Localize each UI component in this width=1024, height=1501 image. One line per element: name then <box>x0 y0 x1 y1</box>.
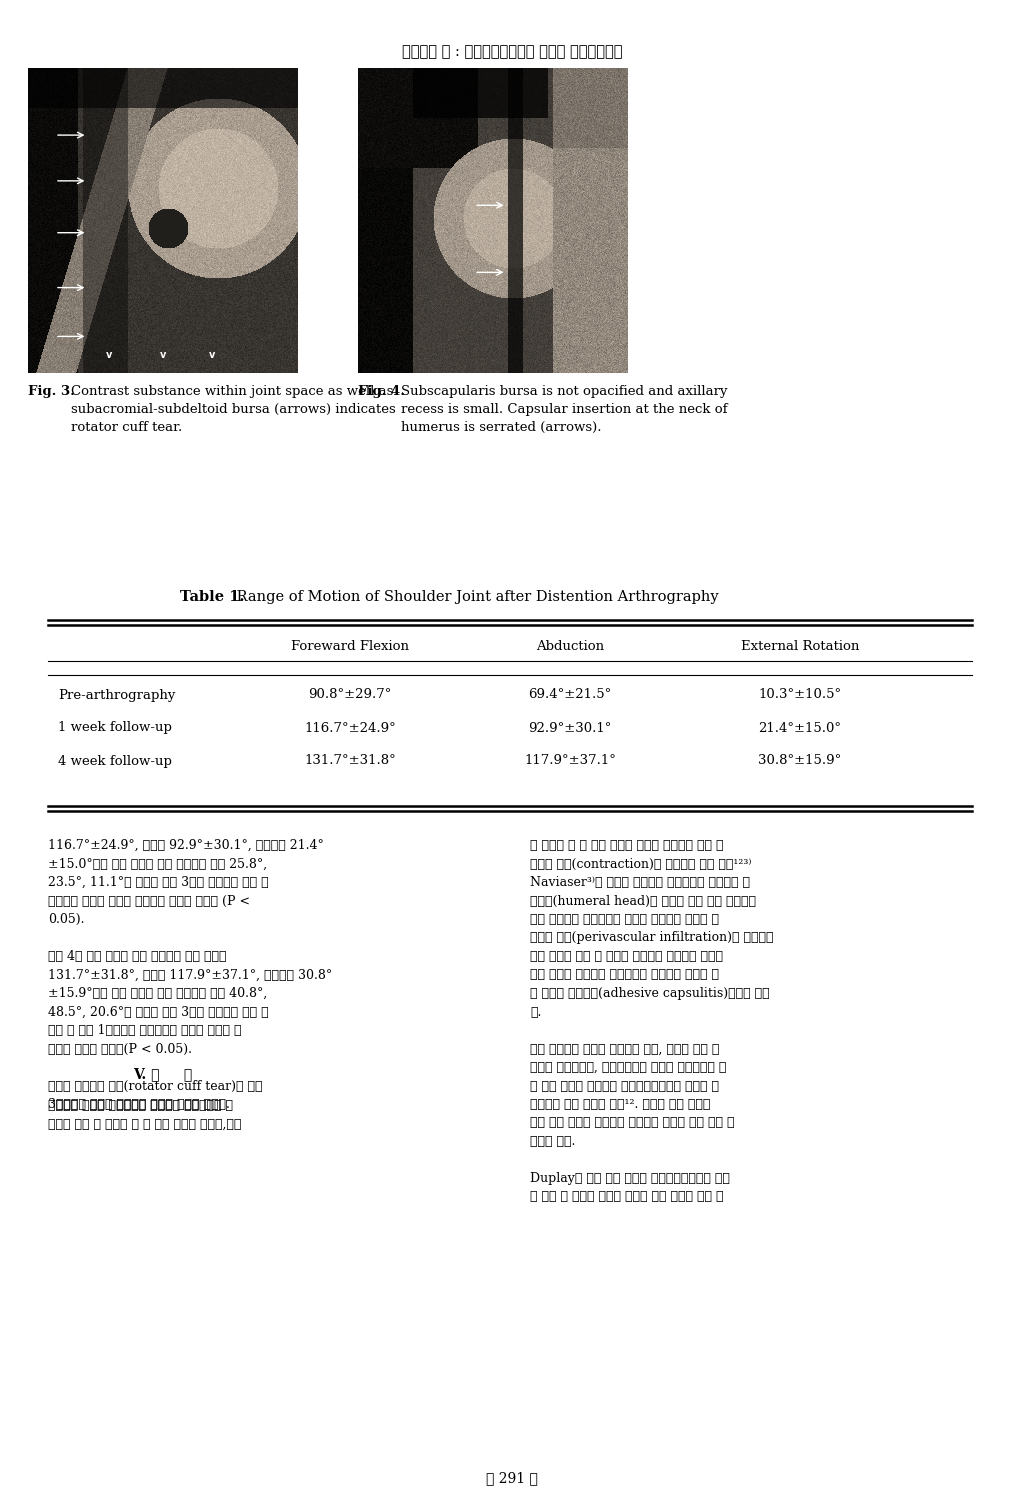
Text: 92.9°±30.1°: 92.9°±30.1° <box>528 722 611 734</box>
Text: Pre-arthrography: Pre-arthrography <box>58 689 175 701</box>
Text: Table 1.: Table 1. <box>180 590 245 603</box>
Text: Fig. 4.: Fig. 4. <box>358 384 406 398</box>
Text: V. 고     찰: V. 고 찰 <box>133 1067 193 1081</box>
Text: 21.4°±15.0°: 21.4°±15.0° <box>759 722 842 734</box>
Text: 한 원인은 알 수 없이 관절낙 주위의 염증으로 인해 관
절낙의 수축(contraction)을 가져오는 수가 있다¹²³⁾
Naviaser³⁾에 의: 한 원인은 알 수 없이 관절낙 주위의 염증으로 인해 관 절낙의 수축(co… <box>530 839 773 1204</box>
Text: 10.3°±10.5°: 10.3°±10.5° <box>759 689 842 701</box>
Text: External Rotation: External Rotation <box>740 641 859 653</box>
Text: 116.7°±24.9°, 외전이 92.9°±30.1°, 외회전이 21.4°
±15.0°로서 시술 전보다 평균 가동역이 각각 25.8°,
23.5: 116.7°±24.9°, 외전이 92.9°±30.1°, 외회전이 21.4… <box>48 839 332 1111</box>
Text: 4 week follow-up: 4 week follow-up <box>58 755 172 767</box>
Text: 견관절의 동통과 운동제한을 가져오는 질환으로는 회
전근개 파열 등 원인을 알 수 있는 경우도 있으나,확신: 견관절의 동통과 운동제한을 가져오는 질환으로는 회 전근개 파열 등 원인을… <box>48 1099 242 1130</box>
Text: 117.9°±37.1°: 117.9°±37.1° <box>524 755 616 767</box>
Text: Foreward Flexion: Foreward Flexion <box>291 641 409 653</box>
Text: v: v <box>209 350 215 360</box>
Text: Abduction: Abduction <box>536 641 604 653</box>
Text: － 291 －: － 291 － <box>486 1471 538 1484</box>
Text: Fig. 3.: Fig. 3. <box>28 384 75 398</box>
Text: 69.4°±21.5°: 69.4°±21.5° <box>528 689 611 701</box>
Text: v: v <box>160 350 166 360</box>
Text: 1 week follow-up: 1 week follow-up <box>58 722 172 734</box>
Text: Subscapularis bursa is not opacified and axillary
recess is small. Capsular inse: Subscapularis bursa is not opacified and… <box>401 384 727 434</box>
Text: 131.7°±31.8°: 131.7°±31.8° <box>304 755 396 767</box>
Text: －강홍식 외 : 치료목적으로서의 견관절 팡창조영술－: －강홍식 외 : 치료목적으로서의 견관절 팡창조영술－ <box>401 45 623 59</box>
Text: 30.8°±15.9°: 30.8°±15.9° <box>759 755 842 767</box>
Text: 116.7°±24.9°: 116.7°±24.9° <box>304 722 396 734</box>
Text: 90.8°±29.7°: 90.8°±29.7° <box>308 689 392 701</box>
Text: Range of Motion of Shoulder Joint after Distention Arthrography: Range of Motion of Shoulder Joint after … <box>232 590 719 603</box>
Text: Contrast substance within joint space as well as
subacromial-subdeltoid bursa (a: Contrast substance within joint space as… <box>71 384 395 434</box>
Text: v: v <box>105 350 113 360</box>
